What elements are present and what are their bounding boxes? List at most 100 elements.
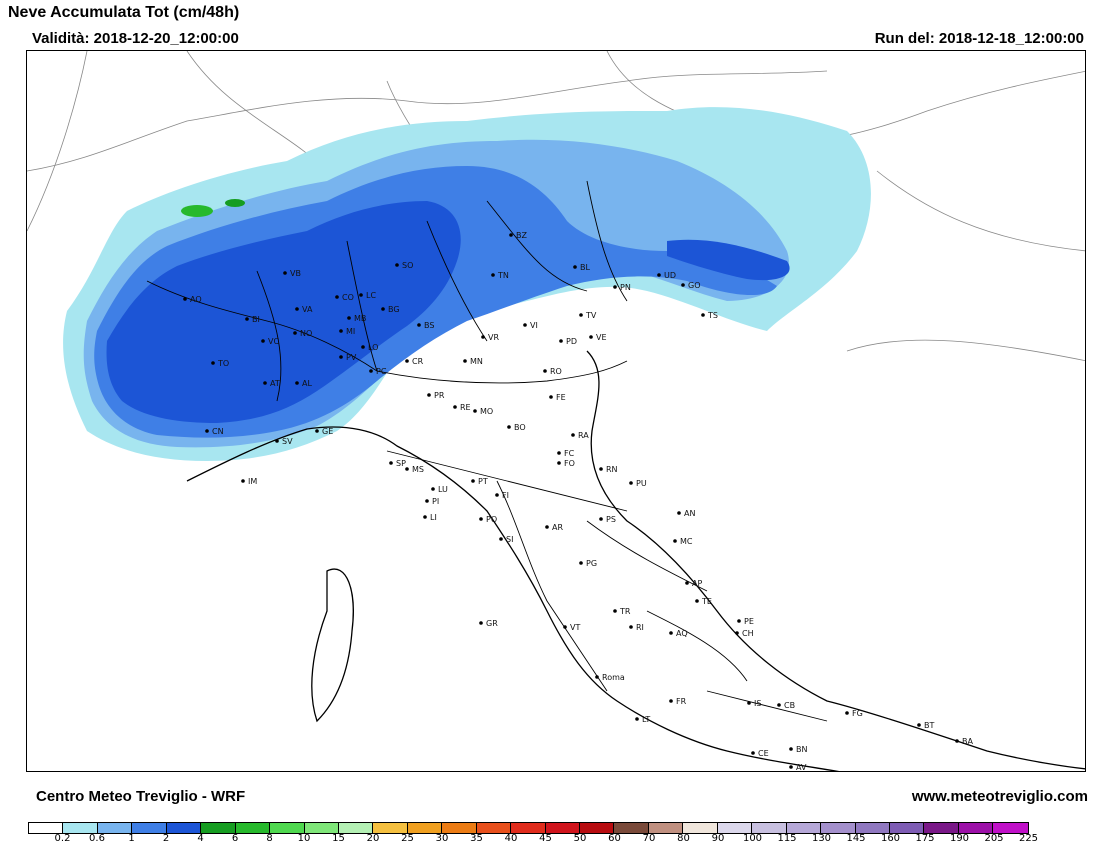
city-dot xyxy=(629,625,633,629)
city-label: VI xyxy=(530,321,538,330)
city-dot xyxy=(595,675,599,679)
map-canvas: AO BI VB CO SO LC BG BS VA NO MI MB TO VC AT AL CN LO PV PC… xyxy=(27,51,1085,772)
city-label: PR xyxy=(434,391,445,400)
legend-tick-label: 1 xyxy=(128,833,135,844)
city-dot xyxy=(543,369,547,373)
city-dot xyxy=(509,233,513,237)
city-label: FI xyxy=(502,491,509,500)
legend-tick-label: 45 xyxy=(539,833,552,844)
city-dot xyxy=(917,723,921,727)
city-label: VT xyxy=(570,623,580,632)
city-label: FC xyxy=(564,449,575,458)
legend-swatch xyxy=(407,823,443,833)
color-legend xyxy=(28,822,1029,834)
legend-swatch xyxy=(752,823,787,833)
footer-website[interactable]: www.meteotreviglio.com xyxy=(911,788,1088,805)
legend-tick-label: 0.2 xyxy=(54,833,71,844)
city-dot xyxy=(789,765,793,769)
city-dot xyxy=(545,525,549,529)
city-dot xyxy=(395,263,399,267)
legend-tick-label: 175 xyxy=(915,833,935,844)
city-dot xyxy=(955,739,959,743)
city-label: AN xyxy=(684,509,695,518)
legend-swatch xyxy=(29,823,64,833)
city-dot xyxy=(481,335,485,339)
city-dot xyxy=(695,599,699,603)
city-label: UD xyxy=(664,271,676,280)
city-label: BI xyxy=(252,315,260,324)
legend-tick-label: 130 xyxy=(811,833,832,844)
legend-tick-label: 30 xyxy=(435,833,449,844)
city-dot xyxy=(499,537,503,541)
legend-tick-label: 115 xyxy=(777,833,797,844)
city-dot xyxy=(431,487,435,491)
city-label: AV xyxy=(796,763,807,772)
city-label: PD xyxy=(566,337,577,346)
city-dot xyxy=(491,273,495,277)
neighbour-borders xyxy=(27,51,1085,362)
legend-tick-label: 205 xyxy=(984,833,1004,844)
map-frame[interactable]: AO BI VB CO SO LC BG BS VA NO MI MB TO VC AT AL CN LO PV PC… xyxy=(26,50,1086,772)
city-label: TV xyxy=(585,311,597,320)
city-dot xyxy=(261,339,265,343)
city-dot xyxy=(685,581,689,585)
city-label: RO xyxy=(550,367,562,376)
city-dot xyxy=(263,381,267,385)
city-label: MN xyxy=(470,357,483,366)
legend-tick-label: 8 xyxy=(266,833,273,844)
legend-tick-label: 2 xyxy=(162,833,170,844)
legend-swatch xyxy=(924,823,959,833)
city-dot xyxy=(381,307,385,311)
legend-tick-label: 100 xyxy=(742,833,763,844)
city-label: AO xyxy=(190,295,202,304)
city-label: GR xyxy=(486,619,498,628)
city-label: TS xyxy=(707,311,718,320)
city-dot xyxy=(211,361,215,365)
legend-swatch xyxy=(338,823,374,833)
city-dot xyxy=(423,515,427,519)
city-label: TN xyxy=(497,271,509,280)
city-label: AQ xyxy=(676,629,688,638)
legend-swatch xyxy=(855,823,890,833)
city-dot xyxy=(295,381,299,385)
city-label: CE xyxy=(758,749,769,758)
legend-swatch xyxy=(97,823,133,833)
city-label: BN xyxy=(796,745,807,754)
city-label: MC xyxy=(680,537,693,546)
legend-swatch xyxy=(442,823,477,833)
city-dot xyxy=(751,751,755,755)
city-dot xyxy=(657,273,661,277)
city-label: RE xyxy=(460,403,471,412)
legend-ticks: 0.2 0.6 1 2 4 6 8 10 15 20 25 30 35 40 45 50 60 70 80 90 100… xyxy=(28,833,1086,847)
city-dot xyxy=(347,316,351,320)
run-label: Run del: 2018-12-18_12:00:00 xyxy=(874,30,1084,47)
city-dot xyxy=(425,499,429,503)
city-label: IM xyxy=(248,477,257,486)
city-dot xyxy=(473,409,477,413)
city-label: BG xyxy=(388,305,400,314)
city-label: RA xyxy=(578,431,589,440)
city-dot xyxy=(589,335,593,339)
city-label: GO xyxy=(688,281,701,290)
legend-swatch xyxy=(511,823,546,833)
city-dot xyxy=(295,307,299,311)
legend-swatch xyxy=(958,823,994,833)
footer-source: Centro Meteo Treviglio - WRF xyxy=(36,788,246,805)
city-label: LU xyxy=(438,485,448,494)
legend-swatch xyxy=(166,823,202,833)
city-label: CR xyxy=(412,357,424,366)
legend-swatch xyxy=(889,823,925,833)
city-label: PE xyxy=(744,617,754,626)
city-dot xyxy=(507,425,511,429)
map-title: Neve Accumulata Tot (cm/48h) xyxy=(8,4,240,21)
city-dot xyxy=(571,433,575,437)
legend-tick-label: 0.6 xyxy=(89,833,105,844)
legend-swatch xyxy=(821,823,856,833)
city-label: MB xyxy=(354,314,366,323)
city-dot xyxy=(359,293,363,297)
city-label: AT xyxy=(270,379,280,388)
city-label: VC xyxy=(268,337,279,346)
city-dot xyxy=(427,393,431,397)
legend-tick-label: 40 xyxy=(504,833,518,844)
city-label: AR xyxy=(552,523,563,532)
